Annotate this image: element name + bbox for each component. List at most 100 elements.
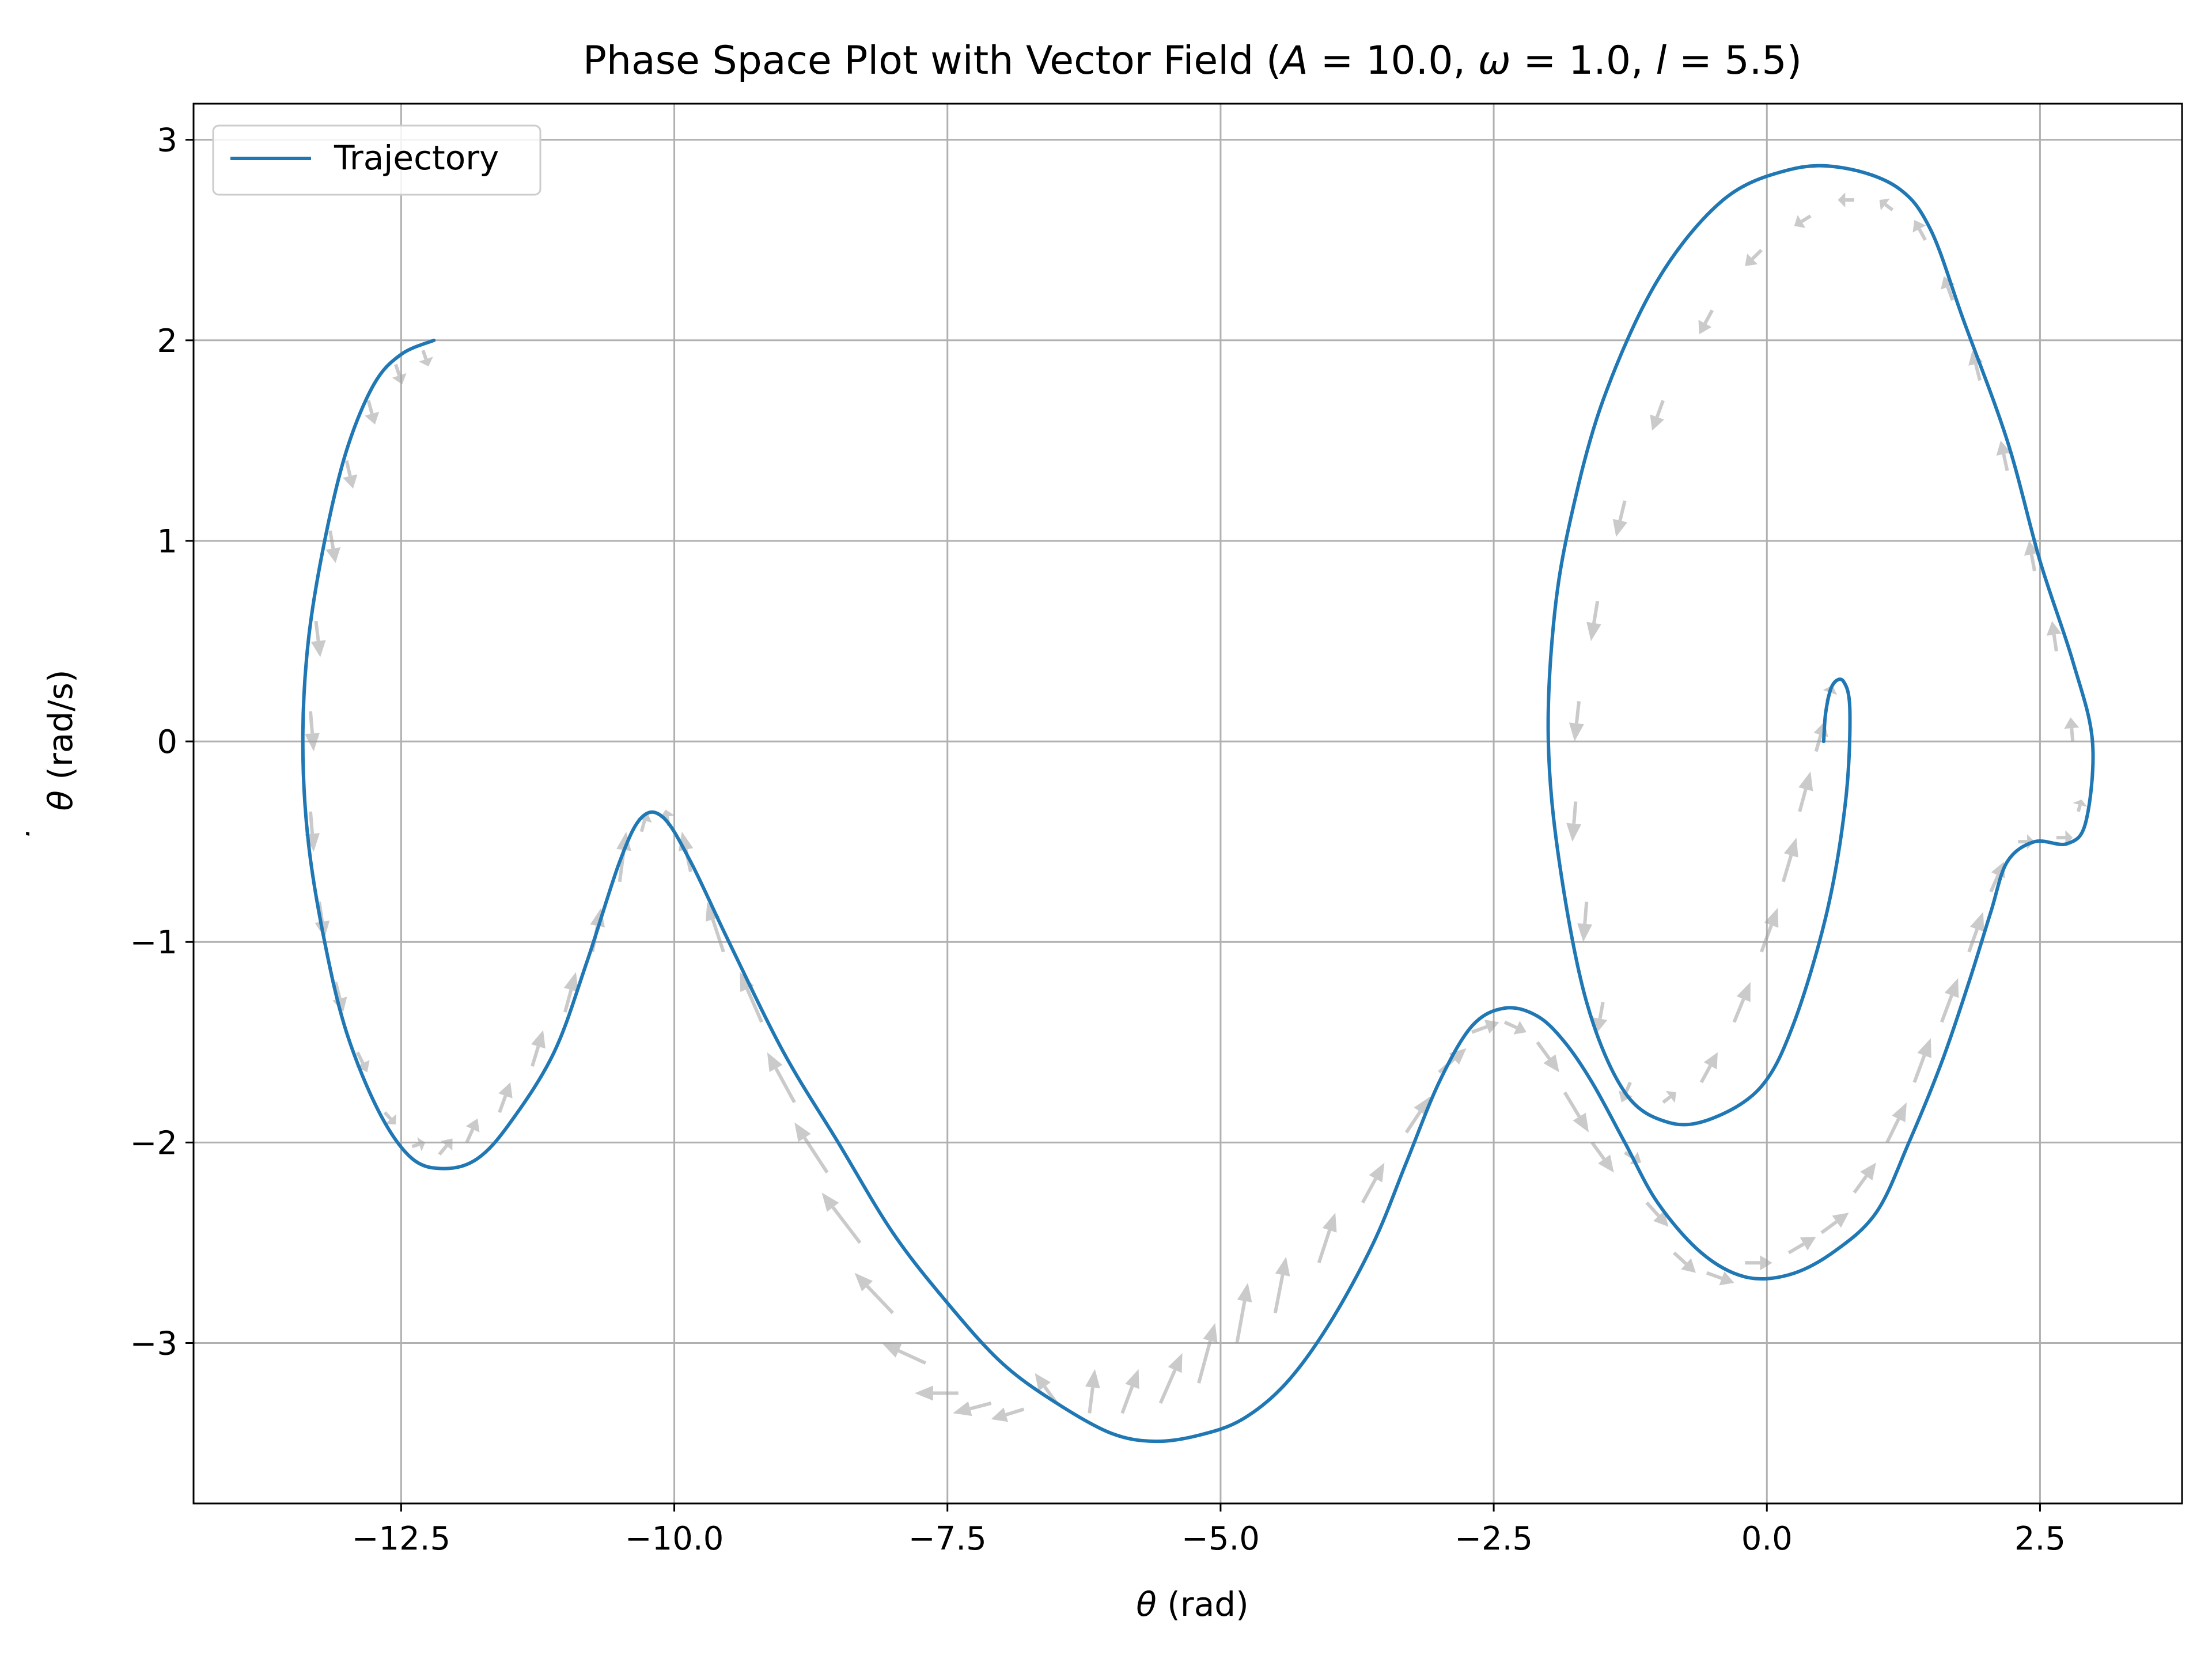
- vector-arrow-shaft: [308, 811, 315, 834]
- vector-arrow: [2046, 621, 2062, 652]
- vector-arrow-shaft: [1618, 500, 1627, 521]
- vector-arrow-shaft: [308, 711, 315, 734]
- vector-arrow-shaft: [1912, 1055, 1926, 1083]
- vector-arrow-shaft: [1884, 203, 1894, 211]
- vector-arrow: [1798, 771, 1813, 812]
- vector-arrow: [1577, 902, 1593, 942]
- vector-arrow: [1787, 1237, 1816, 1255]
- vector-arrow: [794, 1122, 829, 1174]
- vector-arrow-shaft: [1120, 1385, 1134, 1414]
- vector-arrow: [1563, 1091, 1589, 1132]
- vector-arrow-head: [1203, 1323, 1218, 1343]
- vector-arrow-head: [2065, 830, 2073, 846]
- vector-arrow-shaft: [465, 1128, 475, 1143]
- vector-arrow-shaft: [1967, 929, 1979, 953]
- vector-arrow: [498, 1082, 513, 1113]
- vector-arrow: [1912, 219, 1927, 241]
- vector-arrow: [1586, 600, 1601, 641]
- vector-arrow-shaft: [1798, 789, 1808, 812]
- vector-arrow-shaft: [531, 1046, 540, 1067]
- svg-text:θ (rad/s): θ (rad/s): [41, 669, 80, 810]
- vector-arrow-head: [1736, 982, 1751, 1002]
- vector-arrow-head: [2064, 717, 2080, 729]
- vector-arrow-head: [343, 474, 358, 489]
- vector-arrow-head: [531, 1030, 546, 1049]
- vector-arrow: [1941, 276, 1955, 301]
- vector-arrow-shaft: [1673, 1251, 1687, 1266]
- vector-arrow-head: [325, 547, 341, 563]
- vector-arrow-head: [1237, 1283, 1252, 1302]
- legend: Trajectory: [212, 124, 541, 196]
- vector-arrow-head: [821, 1192, 839, 1212]
- vector-arrow-shaft: [1814, 734, 1823, 752]
- vector-arrow-head: [1085, 1369, 1100, 1389]
- vector-arrow: [881, 1343, 927, 1365]
- vector-arrow: [1566, 801, 1582, 842]
- vector-arrow-shaft: [969, 1402, 992, 1411]
- vector-arrow-shaft: [498, 1095, 507, 1113]
- vector-arrow-head: [1892, 1102, 1907, 1123]
- vector-arrow-head: [563, 972, 578, 992]
- vector-arrow-head: [419, 357, 433, 367]
- vector-arrow-head: [854, 1272, 873, 1291]
- vector-arrow-head: [767, 1052, 783, 1072]
- vector-arrow: [1085, 1369, 1100, 1414]
- vector-arrow-shaft: [1471, 1025, 1488, 1034]
- legend-label-trajectory: Trajectory: [334, 138, 499, 177]
- vector-arrow: [419, 350, 433, 367]
- vector-arrow: [1158, 1353, 1183, 1404]
- vector-arrow: [563, 972, 578, 1013]
- vector-arrow-shaft: [1699, 1065, 1712, 1084]
- vector-arrow-shaft: [1645, 1201, 1660, 1217]
- vector-arrow: [1838, 192, 1854, 208]
- vector-arrow-head: [794, 1122, 811, 1142]
- vector-arrow-shaft: [2076, 804, 2082, 812]
- vector-arrow: [392, 363, 407, 385]
- vector-arrow-shaft: [344, 460, 352, 477]
- vector-arrow-shaft: [383, 1111, 392, 1120]
- vector-arrow-head: [1665, 1090, 1676, 1103]
- vector-arrow-shaft: [1235, 1300, 1247, 1344]
- vector-arrow: [1706, 1271, 1734, 1286]
- vector-arrow-head: [441, 1138, 453, 1151]
- vector-arrow-shaft: [1598, 1002, 1605, 1019]
- y-tick-label: 3: [157, 122, 177, 160]
- vector-arrow-shaft: [1800, 214, 1812, 224]
- vector-arrow: [821, 1192, 862, 1244]
- vector-arrow-shaft: [1853, 1175, 1868, 1194]
- vector-arrow-head: [365, 411, 380, 425]
- vector-arrow-shaft: [1404, 1111, 1422, 1134]
- vector-arrow-head: [1996, 440, 2011, 456]
- x-tick-label: 2.5: [2014, 1520, 2066, 1558]
- vector-arrow-head: [1035, 1373, 1051, 1391]
- vector-arrow-shaft: [1781, 855, 1793, 882]
- vector-arrow-head: [465, 1118, 480, 1132]
- vector-arrow-shaft: [334, 982, 342, 999]
- vector-arrow: [1662, 1090, 1676, 1104]
- vector-arrow-head: [1586, 622, 1601, 641]
- y-axis-label-dot: ˙: [20, 828, 59, 845]
- y-tick-label: −1: [130, 924, 177, 961]
- vector-arrow-head: [1798, 771, 1813, 791]
- trajectory-line: [301, 164, 2095, 1444]
- vector-arrow: [1745, 1255, 1772, 1271]
- vector-arrow: [1536, 1041, 1559, 1073]
- x-tick-label: −10.0: [625, 1520, 724, 1558]
- vector-arrow: [1273, 1256, 1290, 1313]
- y-tick-label: −2: [130, 1124, 177, 1162]
- vector-arrow-head: [1612, 518, 1627, 537]
- vector-arrow: [1569, 701, 1584, 742]
- y-axis-ticks: 3 2 1 0 −1 −2 −3: [130, 122, 194, 1362]
- vector-arrow-shaft: [1590, 1141, 1606, 1160]
- vector-arrow-shaft: [1592, 600, 1600, 624]
- vector-arrow-head: [1698, 320, 1712, 335]
- vector-arrow-shaft: [1885, 1118, 1900, 1143]
- vector-arrow: [914, 1385, 959, 1401]
- vector-arrow-shaft: [1703, 309, 1714, 324]
- vector-arrow-shaft: [1946, 286, 1955, 301]
- vector-arrow-head: [1681, 1258, 1696, 1273]
- vector-arrow-head: [1618, 1090, 1633, 1103]
- vector-arrow-shaft: [1088, 1387, 1094, 1414]
- vector-arrow-shaft: [1751, 248, 1763, 260]
- vector-arrow-shaft: [1940, 994, 1953, 1023]
